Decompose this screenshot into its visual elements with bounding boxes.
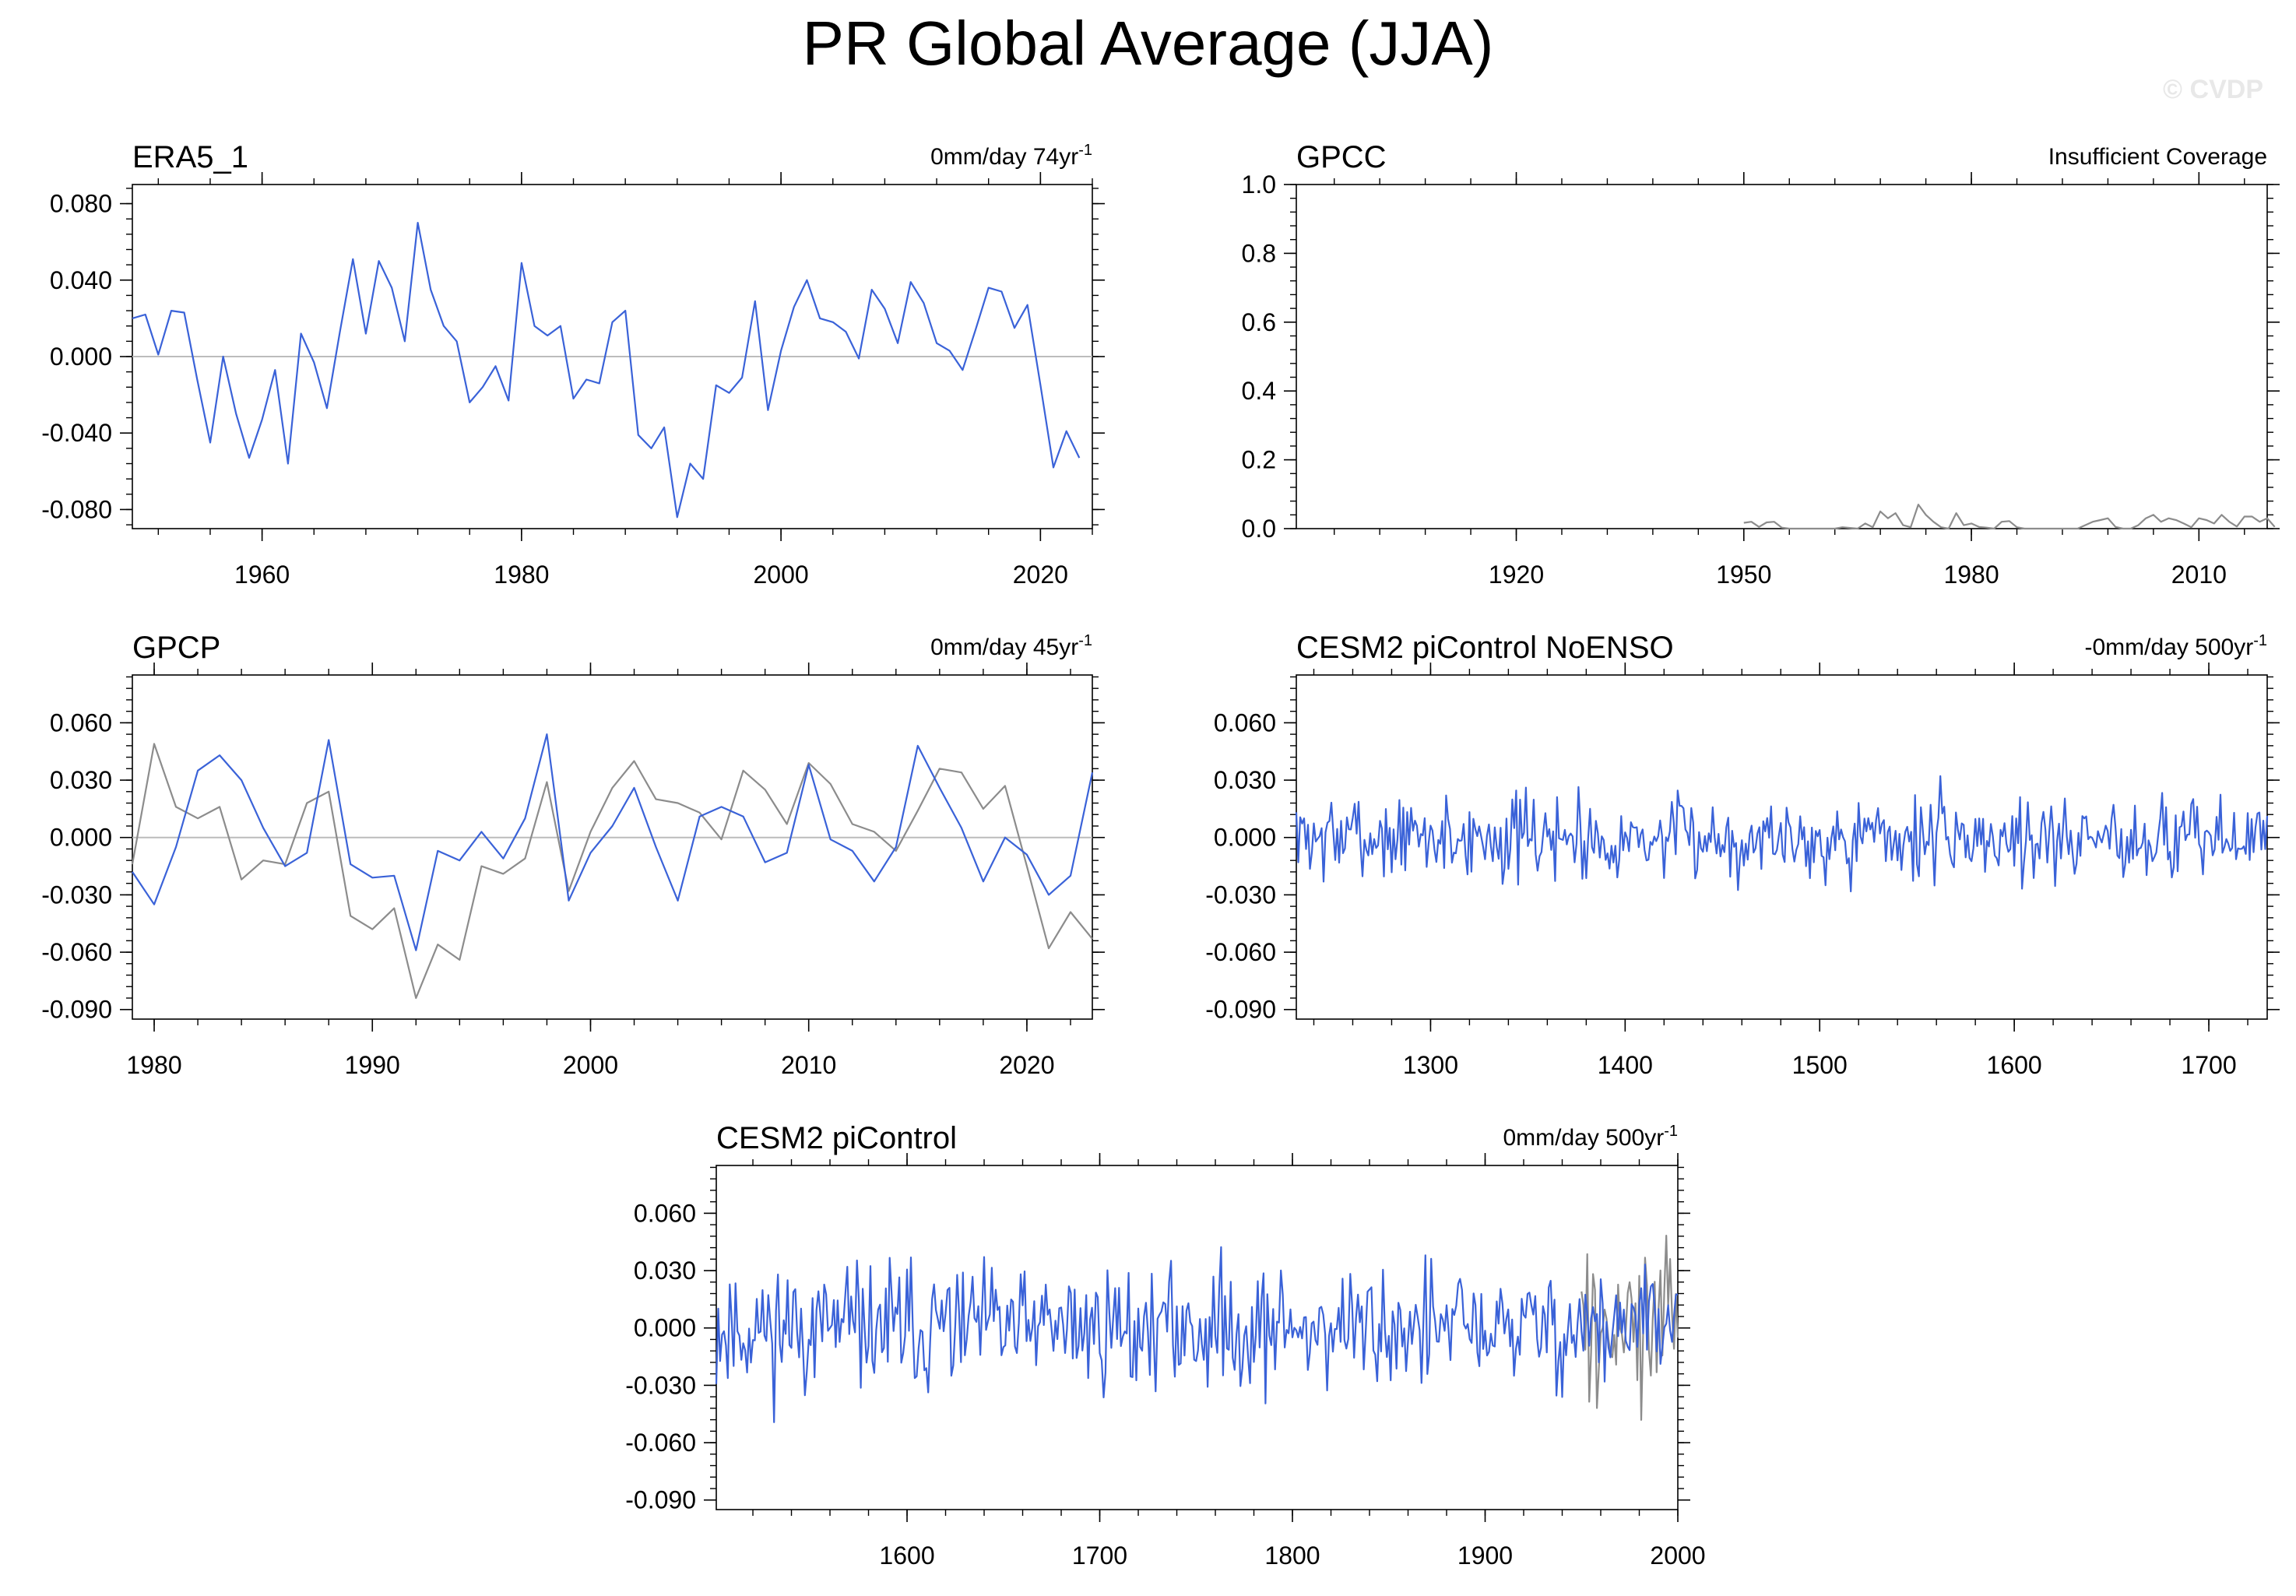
x-tick-label: 1920: [1489, 561, 1544, 589]
y-tick-label: 0.4: [1242, 377, 1276, 405]
chart-gpcc: GPCC Insufficient Coverage 0.0 0.2 0.4 0.6 0.8…: [1242, 140, 2280, 589]
chart-stat: 0mm/day 45yr-1: [930, 632, 1092, 660]
stat-exponent: -1: [1078, 632, 1092, 649]
x-tick-label: 1600: [879, 1542, 934, 1570]
y-tick-label: -0.090: [41, 996, 112, 1024]
chart-title: CESM2 piControl: [716, 1121, 957, 1155]
chart-era5: ERA5_1 0mm/day 74yr-1 -0.080 -0.040 0.000 0.0…: [41, 140, 1105, 589]
y-tick-label: -0.090: [625, 1486, 696, 1514]
x-tick-label: 1400: [1598, 1051, 1653, 1079]
y-tick-label: 0.0: [1242, 515, 1276, 543]
chart-title: CESM2 piControl NoENSO: [1296, 631, 1674, 665]
chart-stat: Insufficient Coverage: [2048, 144, 2267, 170]
stat-value: 0mm/day 45yr: [930, 635, 1078, 660]
x-tick-label: 2010: [781, 1051, 836, 1079]
x-tick-label: 1950: [1716, 561, 1771, 589]
y-tick-label: 0.000: [1214, 824, 1276, 852]
x-tick-label: 1300: [1403, 1051, 1458, 1079]
y-tick-label: 0.000: [50, 824, 112, 852]
y-tick-label: 0.060: [50, 708, 112, 736]
plot-frame: [1296, 184, 2268, 529]
y-tick-label: -0.060: [41, 938, 112, 966]
y-tick-label: -0.040: [41, 419, 112, 447]
x-tick-label: 1900: [1457, 1542, 1513, 1570]
series-line-cesm2-picontrol: [715, 1246, 1679, 1423]
stat-exponent: -1: [1078, 142, 1092, 159]
chart-title: ERA5_1: [132, 140, 248, 174]
series-line-cesm2-picontrol-noenso: [1295, 775, 2269, 893]
x-tick-label: 2000: [1650, 1542, 1705, 1570]
series-line-gpcc: [1743, 503, 2276, 530]
chart-noenso: CESM2 piControl NoENSO -0mm/day 500yr-1-0…: [1205, 631, 2280, 1079]
stat-value: -0mm/day 500yr: [2084, 635, 2253, 660]
y-tick-label: 0.030: [634, 1257, 696, 1285]
y-tick-label: 1.0: [1242, 170, 1276, 199]
y-tick-label: -0.030: [1205, 881, 1276, 909]
series-line-era5-gray-: [131, 743, 1093, 1000]
y-tick-label: 0.060: [1214, 708, 1276, 736]
y-tick-label: 0.000: [50, 343, 112, 371]
y-tick-label: -0.030: [41, 881, 112, 909]
y-tick-label: 0.060: [634, 1199, 696, 1227]
x-tick-label: 1980: [494, 561, 549, 589]
stat-value: 0mm/day 500yr: [1503, 1125, 1664, 1151]
x-tick-label: 1960: [234, 561, 290, 589]
plot-frame: [1296, 674, 2268, 1020]
chart-title: GPCC: [1296, 140, 1387, 174]
stat-exponent: -1: [2253, 632, 2267, 649]
x-tick-label: 2020: [999, 1051, 1054, 1079]
stat-exponent: -1: [1664, 1123, 1678, 1140]
x-tick-label: 2010: [2171, 561, 2227, 589]
y-tick-label: 0.030: [1214, 766, 1276, 794]
y-tick-label: 0.080: [50, 190, 112, 218]
watermark: © CVDP: [2163, 75, 2263, 104]
chart-title: GPCP: [132, 631, 220, 665]
x-tick-label: 1990: [345, 1051, 400, 1079]
x-tick-label: 1980: [1943, 561, 1999, 589]
y-tick-label: -0.090: [1205, 996, 1276, 1024]
y-tick-label: 0.6: [1242, 308, 1276, 336]
y-tick-label: 0.8: [1242, 239, 1276, 267]
stat-value: 0mm/day 74yr: [930, 144, 1078, 170]
plot-frame: [132, 674, 1093, 1020]
y-tick-label: 0.000: [634, 1314, 696, 1342]
series-line-era5-1: [132, 222, 1081, 519]
x-tick-label: 1980: [126, 1051, 181, 1079]
chart-picontrol: CESM2 piControl 0mm/day 500yr-1 -0.090 -0.0…: [625, 1121, 1705, 1570]
x-tick-label: 1600: [1987, 1051, 2042, 1079]
x-tick-label: 1700: [1072, 1542, 1127, 1570]
stat-value: Insufficient Coverage: [2048, 144, 2267, 170]
series-line-gpcp: [132, 733, 1094, 951]
y-tick-label: -0.060: [625, 1429, 696, 1457]
x-tick-label: 2020: [1013, 561, 1068, 589]
y-tick-label: -0.030: [625, 1371, 696, 1399]
y-tick-label: -0.060: [1205, 938, 1276, 966]
chart-stat: -0mm/day 500yr-1: [2084, 632, 2267, 660]
x-tick-label: 1500: [1792, 1051, 1848, 1079]
page-title: PR Global Average (JJA): [802, 9, 1494, 78]
chart-stat: 0mm/day 500yr-1: [1503, 1123, 1678, 1151]
x-tick-label: 1800: [1264, 1542, 1320, 1570]
x-tick-label: 2000: [754, 561, 809, 589]
x-tick-label: 1700: [2181, 1051, 2236, 1079]
y-tick-label: 0.030: [50, 766, 112, 794]
chart-stat: 0mm/day 74yr-1: [930, 142, 1092, 170]
x-tick-label: 2000: [563, 1051, 618, 1079]
series-line-observed-gray-: [1580, 1234, 1679, 1421]
y-tick-label: 0.040: [50, 266, 112, 294]
y-tick-label: 0.2: [1242, 446, 1276, 474]
y-tick-label: -0.080: [41, 495, 112, 523]
chart-gpcp: GPCP 0mm/day 45yr-1 -0.090 -0.060 -0.030 0.00…: [41, 631, 1105, 1079]
